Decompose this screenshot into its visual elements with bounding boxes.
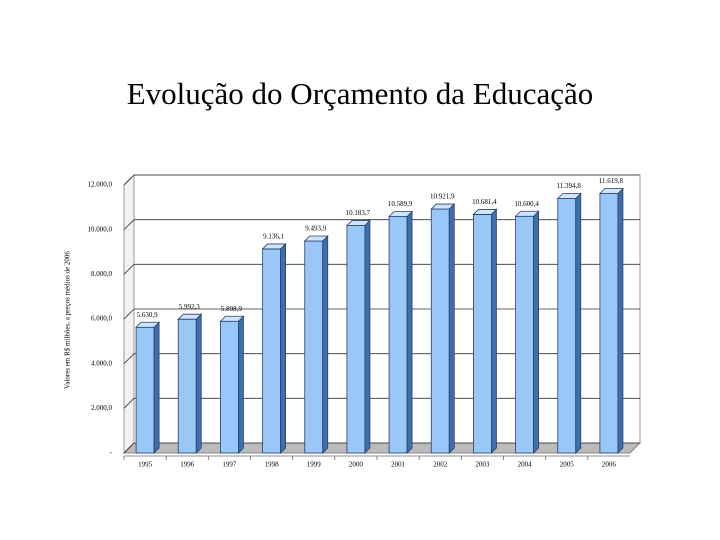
y-tick-label: 4.000,0	[91, 359, 113, 367]
bar	[514, 210, 540, 454]
y-tick-label: 8.000,0	[91, 270, 113, 278]
bar-side	[533, 210, 539, 454]
value-label: 10.921,9	[430, 193, 455, 201]
bar-top	[514, 210, 540, 217]
y-tick-label: -	[110, 449, 113, 457]
bar-top	[261, 243, 287, 250]
bar	[345, 219, 371, 454]
grid-line-side	[123, 398, 135, 409]
y-tick-label: 2.000,0	[91, 404, 113, 412]
bar-front	[388, 216, 408, 454]
bar-front	[599, 193, 619, 454]
x-tick-label: 2005	[560, 461, 575, 469]
bar-front	[304, 240, 324, 454]
bar-front	[473, 214, 492, 454]
bar-front	[135, 326, 155, 454]
grid-line-side	[123, 174, 135, 186]
bar	[135, 321, 161, 454]
x-tick-label: 2003	[475, 461, 490, 469]
bar-side	[322, 235, 329, 454]
value-label: 5.630,9	[137, 311, 159, 319]
x-tick-label: 2004	[518, 461, 533, 469]
x-tick-label: 1998	[265, 461, 280, 469]
bar	[556, 192, 582, 454]
bar-top	[388, 211, 414, 217]
value-label: 5.898,9	[221, 305, 243, 313]
x-tick-label: 2001	[391, 461, 406, 469]
grid-line-side	[123, 442, 135, 454]
value-label: 5.992,3	[179, 303, 201, 311]
grid-line-side	[123, 264, 135, 275]
value-label: 11.394,8	[557, 182, 582, 190]
bar-front	[262, 248, 281, 454]
bar	[388, 210, 414, 454]
x-tick-label: 1999	[307, 461, 322, 469]
bar-top	[177, 313, 203, 320]
bar-side	[280, 242, 286, 454]
bar-side	[406, 210, 413, 454]
bar-top	[345, 220, 371, 226]
bar-front	[220, 320, 239, 454]
bar	[430, 203, 456, 454]
bar-side	[238, 315, 244, 454]
x-tick-label: 2002	[433, 461, 448, 469]
value-label: 10.589,9	[388, 200, 413, 208]
y-tick-label: 12.000,0	[88, 181, 113, 189]
bar-front	[515, 215, 534, 454]
grid-line-side	[123, 353, 135, 364]
x-tick-label: 1995	[138, 461, 153, 469]
y-tick-label: 10.000,0	[88, 225, 113, 233]
bar	[472, 208, 498, 454]
value-label: 9.136,1	[263, 233, 285, 241]
bar-top	[556, 193, 582, 199]
bar	[303, 235, 329, 454]
bar-front	[346, 225, 366, 454]
bar-top	[472, 209, 498, 215]
x-tick-label: 1997	[222, 461, 237, 469]
bar-side	[448, 203, 455, 454]
x-tick-label: 2000	[349, 461, 364, 469]
bar-front	[557, 198, 577, 454]
x-tick-label: 2006	[602, 461, 617, 469]
bar-side	[575, 192, 582, 454]
y-tick-label: 6.000,0	[91, 315, 113, 323]
bar-top	[303, 235, 329, 242]
grid-line-side	[123, 308, 135, 320]
x-tick-label: 1996	[180, 461, 195, 469]
y-axis-label: Valores em R$ milhões, a preços médios d…	[64, 251, 72, 389]
value-label: 10.681,4	[472, 198, 497, 206]
grid-line-side	[123, 219, 135, 230]
bar	[598, 187, 624, 454]
bar-side	[364, 219, 371, 454]
value-label: 10.600,4	[514, 200, 539, 208]
bar	[177, 313, 203, 454]
bar	[261, 242, 287, 454]
bar-top	[598, 188, 624, 194]
value-label: 9.493,9	[305, 225, 327, 233]
value-label: 11.619,8	[599, 177, 624, 185]
bar	[219, 315, 245, 454]
bar-side	[617, 187, 624, 454]
bar-side	[195, 313, 202, 454]
bar-side	[153, 321, 160, 454]
bar-front	[430, 208, 450, 454]
bar-top	[135, 321, 161, 328]
bar-side	[491, 208, 497, 454]
bar-top	[219, 315, 245, 322]
bar-front	[177, 318, 197, 454]
slide-title: Evolução do Orçamento da Educação	[127, 76, 594, 111]
bar-top	[430, 203, 456, 210]
value-label: 10.183,7	[346, 209, 371, 217]
